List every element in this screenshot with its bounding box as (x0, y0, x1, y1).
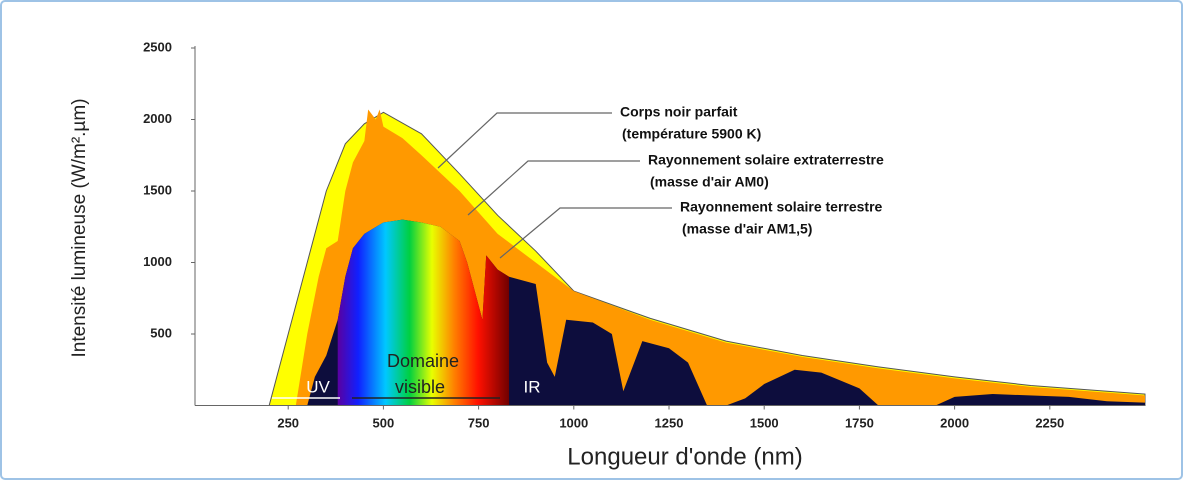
x-tick-label: 1750 (845, 415, 874, 430)
x-tick-label: 1000 (559, 415, 588, 430)
y-tick-label: 500 (150, 325, 172, 340)
x-tick-label: 1500 (750, 415, 779, 430)
x-tick-label: 2250 (1035, 415, 1064, 430)
region-label: Domaine (387, 351, 459, 371)
leader-line (437, 112, 612, 169)
series-label: Corps noir parfait (620, 104, 738, 120)
series-label: Rayonnement solaire extraterrestre (648, 152, 884, 168)
y-tick-label: 1000 (143, 254, 172, 269)
annotation: (masse d'air AM1,5) (682, 221, 812, 237)
annotation: (température 5900 K) (622, 126, 761, 142)
series-label: Rayonnement solaire terrestre (680, 199, 883, 215)
plot-area: 500 1000 1500 2000 2500 250 500 750 1000 1250 1500… (143, 39, 1146, 430)
x-axis-label: Longueur d'onde (nm) (567, 443, 802, 470)
leader-line (499, 207, 672, 259)
region-label: visible (395, 377, 445, 397)
region-label: IR (524, 377, 541, 396)
y-tick-label: 1500 (143, 182, 172, 197)
x-tick-label: 500 (373, 415, 395, 430)
annotation: (masse d'air AM0) (650, 174, 769, 190)
region-label: UV (306, 377, 330, 396)
x-tick-label: 2000 (940, 415, 969, 430)
y-tick-label: 2500 (143, 39, 172, 54)
leader-line (467, 160, 640, 216)
area-series (307, 219, 1145, 406)
x-tick-label: 750 (468, 415, 490, 430)
x-tick-label: 250 (277, 415, 299, 430)
x-tick-label: 1250 (655, 415, 684, 430)
y-tick-label: 2000 (143, 111, 172, 126)
y-axis-label: Intensité lumineuse (W/m².µm) (69, 98, 90, 357)
